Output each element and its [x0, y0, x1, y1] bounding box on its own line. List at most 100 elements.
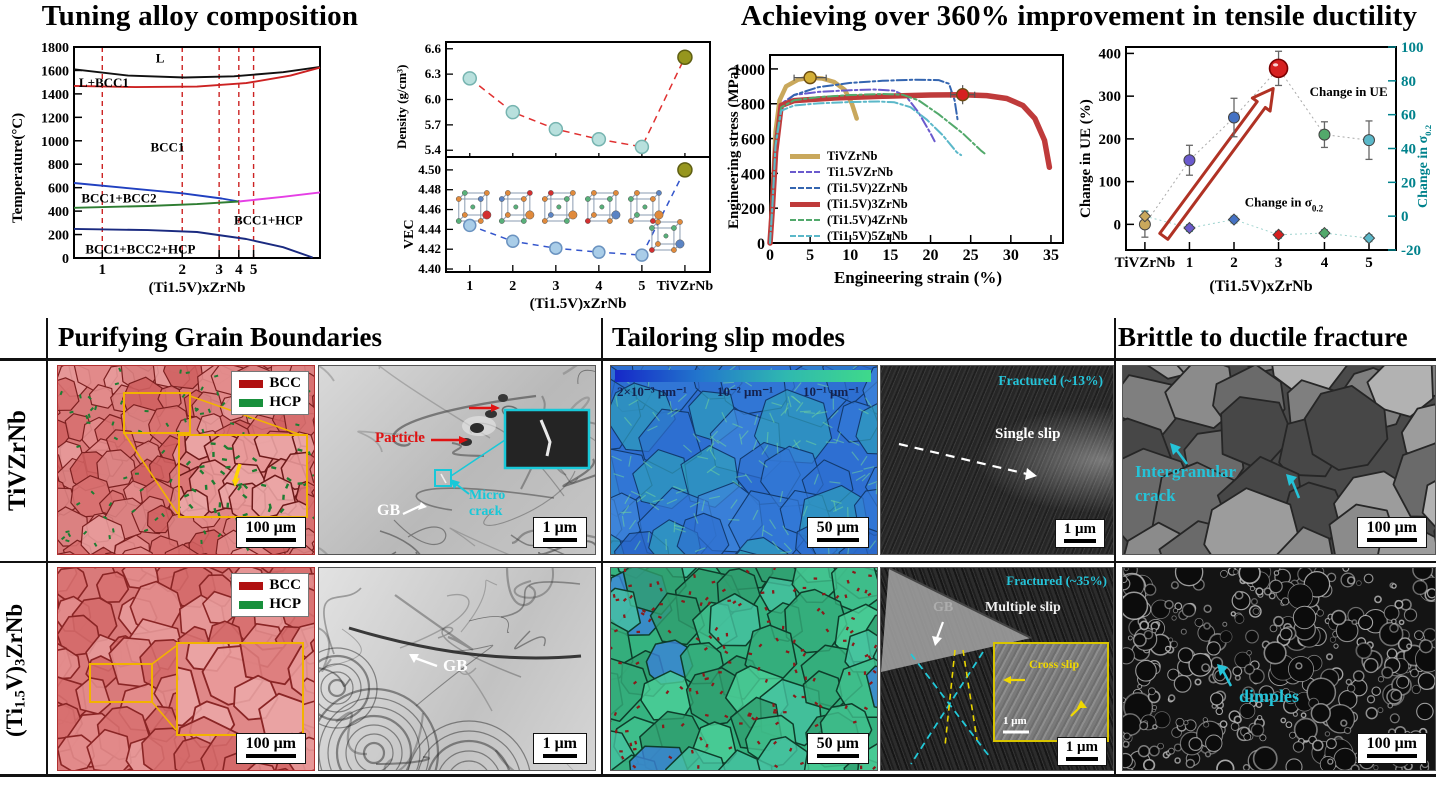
bcc-label: BCC — [269, 375, 301, 391]
density-ylabel: Density (g/cm³) — [394, 64, 409, 150]
vec-xlabel: (Ti1.5V)xZrNb — [529, 296, 627, 312]
vec-tick: 4.50 — [418, 162, 441, 177]
hcp-swatch — [239, 600, 264, 609]
vec-point — [463, 218, 477, 233]
density-point — [548, 121, 564, 137]
gb-arrowhead — [932, 636, 942, 646]
density-point — [677, 49, 693, 65]
ebsd-map — [58, 366, 314, 554]
phase-boundary-hcp-lower — [73, 227, 313, 259]
left-tick: 100 — [1099, 175, 1122, 191]
x-tick: 1 — [99, 262, 107, 278]
particle-label: Particle — [375, 430, 425, 446]
gb-label: GB — [443, 656, 468, 675]
scale-bar: 100 μm — [235, 517, 306, 548]
density-point — [634, 139, 650, 155]
density-point — [462, 71, 478, 86]
x-tick: 2 — [509, 279, 516, 294]
ue-ylabel-right: Change in σ0.2 — [1416, 86, 1433, 246]
x-tick: 2 — [178, 262, 186, 278]
scale-bar: 1 μm — [1054, 519, 1105, 548]
colorbar-label-low: 2×10⁻³ μm⁻¹ — [617, 384, 687, 399]
sigma-connector — [1144, 215, 1370, 239]
inset-source-box — [123, 392, 191, 434]
row-label-tivzrnb: TiVZrNb — [4, 410, 31, 512]
annotation: Change in σ0.2 — [1245, 194, 1324, 213]
legend-label: Ti1.5VZrNb — [827, 164, 894, 179]
phase-color-legend: BCC HCP — [231, 371, 309, 415]
particle-arrowhead — [459, 436, 468, 444]
ebsd-inset — [178, 434, 308, 518]
region-label: BCC1 — [151, 140, 185, 155]
cross-slip-arrowhead — [1077, 700, 1087, 708]
slip-annotations — [898, 442, 1037, 480]
scale-text: 100 μm — [245, 735, 296, 752]
x-tick: 20 — [923, 247, 939, 264]
right-tick: 60 — [1401, 108, 1416, 124]
slip-trace-yellow — [962, 649, 978, 741]
region-label: BCC1+BCC2 — [81, 191, 156, 206]
legend-item: (Ti1.5V)4ZrNb — [790, 212, 908, 228]
legend-row-bcc: BCC — [239, 375, 301, 392]
legend-row-hcp: HCP — [239, 596, 301, 613]
y-tick: 400 — [741, 166, 765, 183]
vec-tick: 4.48 — [418, 182, 441, 197]
panel-ebsd-ti15v3: BCC HCP 100 μm — [57, 567, 315, 771]
slip-arrowhead — [1025, 468, 1037, 480]
ebsd-overlay — [123, 392, 305, 515]
legend-item: (Ti1.5V)2ZrNb — [790, 180, 908, 196]
scale-text: 50 μm — [816, 735, 859, 752]
crack-source-box — [434, 469, 452, 487]
x-tick: TiVZrNb — [1115, 255, 1176, 271]
fractured-label: Fractured (~35%) — [1006, 573, 1107, 588]
intergranular-label-2: crack — [1135, 486, 1176, 505]
ss-group: 1000 800 600 400 200 00 5 10 15 20 25 30 35 — [733, 54, 1064, 264]
ue-point — [1268, 58, 1289, 79]
x-tick: 3 — [552, 279, 559, 294]
x-tick: 3 — [1275, 255, 1283, 271]
hcp-label: HCP — [269, 596, 301, 612]
microcrack-arrowhead — [450, 479, 460, 489]
x-tick: 4 — [595, 279, 602, 294]
x-tick: 5 — [806, 247, 814, 264]
crack-inset — [503, 408, 591, 470]
vec-tick: 4.46 — [418, 202, 441, 217]
scale-bar: 100 μm — [235, 733, 306, 764]
ss-legend: TiVZrNb Ti1.5VZrNb (Ti1.5V)2ZrNb (Ti1.5V)3Z… — [790, 148, 908, 244]
tem-texture — [319, 568, 581, 770]
x-tick: 0 — [766, 247, 774, 264]
x-tick: 5 — [638, 279, 645, 294]
phase-boundary-liquidus — [73, 65, 321, 79]
vec-point — [506, 234, 520, 249]
cross-slip-label: Cross slip — [1029, 657, 1080, 671]
divider-bottom — [0, 774, 1436, 777]
panel-tem-particle: Particle Micro crack GB 1 μm — [318, 365, 596, 555]
density-tick: 5.4 — [425, 142, 442, 157]
gnd-colorbar — [615, 370, 871, 382]
y-tick: 1000 — [733, 62, 765, 79]
divider-col-1 — [601, 318, 603, 776]
curve-(Ti1.5V)5ZrNb — [769, 100, 963, 244]
dimples-label: dimples — [1239, 686, 1300, 706]
region-label: L+BCC1 — [79, 75, 129, 90]
density-vec-chart: Density (g/cm³) VEC 6.6 6.3 6.0 5.7 5.4 4.50 4… — [388, 34, 724, 330]
panel-ebsd-tivzrnb: BCC HCP 100 μm — [57, 365, 315, 555]
cross-slip-arrowhead — [1003, 676, 1011, 684]
x-tick: TiVZrNb — [657, 279, 714, 294]
scale-line — [1063, 539, 1096, 543]
sigma-point — [1318, 226, 1331, 240]
legend-line-sample — [790, 153, 820, 159]
scale-bar: 50 μm — [806, 517, 869, 548]
crack-arrowhead — [1170, 443, 1181, 455]
fracture-annotations — [1170, 443, 1301, 499]
scale-text: 100 μm — [1366, 519, 1417, 536]
scale-bar: 1 μm — [532, 517, 587, 548]
ebsd-inset-map — [180, 436, 306, 516]
colorbar-label-high: 10⁻¹ μm⁻¹ — [803, 384, 859, 399]
header-grain-boundaries: Purifying Grain Boundaries — [58, 322, 383, 352]
header-slip-modes: Tailoring slip modes — [612, 322, 846, 352]
ue-point — [1318, 128, 1331, 141]
dimple-texture — [1123, 568, 1435, 770]
legend-line-sample — [790, 219, 820, 221]
